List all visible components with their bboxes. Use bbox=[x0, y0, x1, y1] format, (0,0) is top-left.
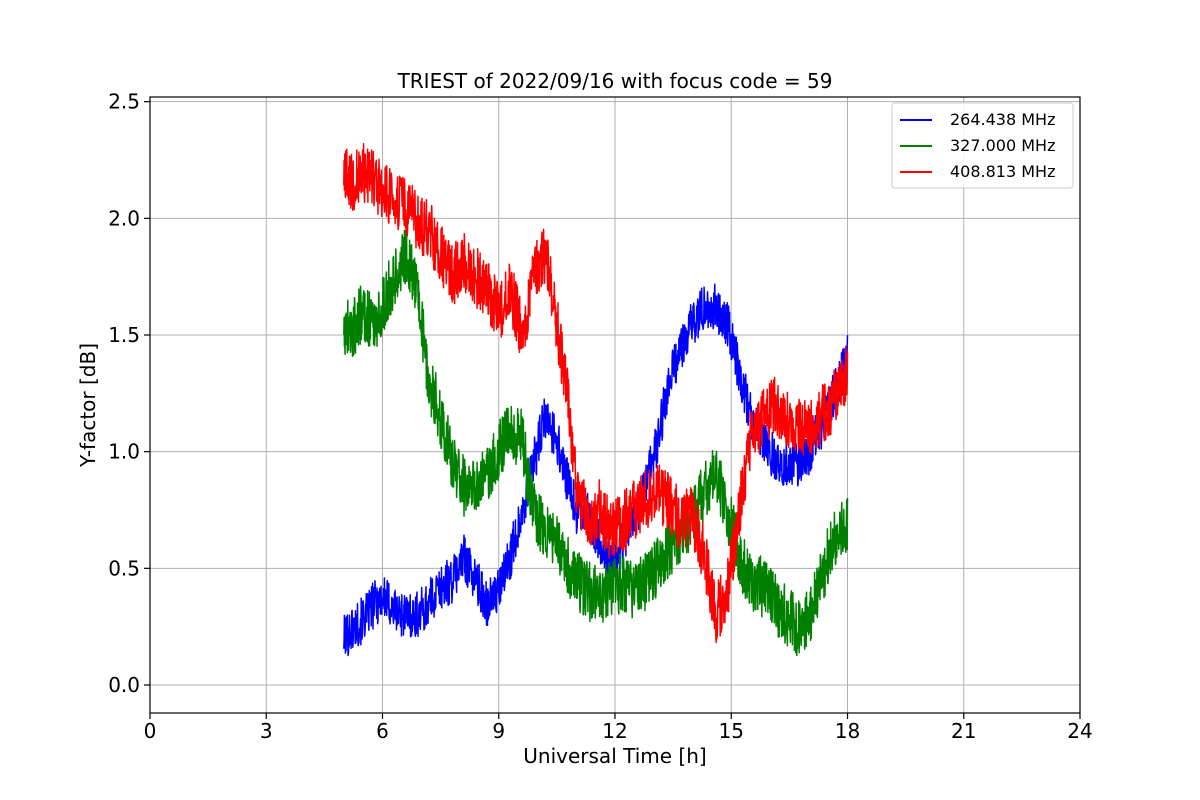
chart-title: TRIEST of 2022/09/16 with focus code = 5… bbox=[397, 69, 833, 93]
series-line-1 bbox=[343, 283, 849, 657]
y-tick-label: 2.5 bbox=[108, 90, 140, 114]
x-tick-label: 24 bbox=[1067, 719, 1092, 743]
legend-frame bbox=[891, 102, 1074, 189]
x-axis-label: Universal Time [h] bbox=[523, 744, 706, 768]
y-tick-label: 1.0 bbox=[108, 440, 140, 464]
x-tick-label: 3 bbox=[260, 719, 273, 743]
y-tick-label: 1.5 bbox=[108, 323, 140, 347]
legend: 264.438 MHz 327.000 MHz 408.813 MHz bbox=[891, 102, 1074, 189]
y-axis-label: Y-factor [dB] bbox=[76, 343, 100, 468]
x-tick-label: 18 bbox=[835, 719, 860, 743]
x-tick-label: 9 bbox=[492, 719, 505, 743]
y-tick-label: 0.5 bbox=[108, 556, 140, 580]
axis-ticks: 0 3 6 9 12 15 18 21 24 0.0 0.5 1.0 1.5 2.0 2.5 bbox=[108, 90, 1093, 743]
x-tick-label: 12 bbox=[602, 719, 627, 743]
legend-label-1: 264.438 MHz bbox=[950, 110, 1055, 129]
series-line-3 bbox=[343, 143, 849, 644]
y-tick-label: 0.0 bbox=[108, 673, 140, 697]
x-tick-label: 15 bbox=[719, 719, 744, 743]
x-tick-label: 21 bbox=[951, 719, 976, 743]
x-tick-label: 0 bbox=[144, 719, 157, 743]
y-tick-label: 2.0 bbox=[108, 206, 140, 230]
legend-label-2: 327.000 MHz bbox=[950, 136, 1055, 155]
series-layer bbox=[343, 143, 849, 657]
legend-label-3: 408.813 MHz bbox=[950, 162, 1055, 181]
x-tick-label: 6 bbox=[376, 719, 389, 743]
series-line-2 bbox=[343, 225, 849, 657]
